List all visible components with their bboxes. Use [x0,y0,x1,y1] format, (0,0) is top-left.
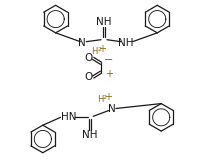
Text: +: + [98,44,106,54]
Text: N: N [108,104,116,114]
Text: N: N [78,38,86,48]
Text: 2: 2 [97,47,101,52]
Text: NH: NH [118,38,133,48]
Text: NH: NH [82,130,98,140]
Text: NH: NH [96,17,112,27]
Text: H: H [91,47,97,56]
Text: O: O [84,72,92,82]
Text: O: O [84,53,92,63]
Text: HN: HN [61,112,76,122]
Text: 2: 2 [103,95,107,100]
Text: +: + [104,92,112,102]
Text: +: + [105,69,113,79]
Text: H: H [97,95,103,104]
Text: −: − [104,55,114,65]
